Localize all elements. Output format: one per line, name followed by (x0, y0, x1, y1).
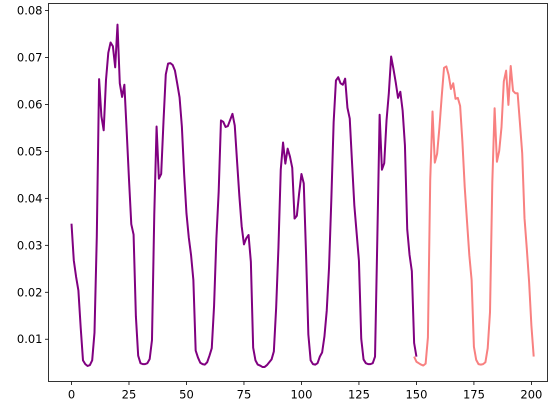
y-tick-label: 0.06 (17, 97, 43, 111)
x-tick-label: 50 (179, 388, 194, 402)
y-tick-label: 0.02 (17, 285, 43, 299)
x-tick-label: 125 (348, 388, 370, 402)
y-tick-label: 0.08 (17, 4, 43, 18)
plot-frame (48, 3, 548, 382)
x-tick-label: 100 (290, 388, 312, 402)
x-tick-label: 200 (520, 388, 542, 402)
x-tick-label: 25 (122, 388, 137, 402)
x-tick-label: 0 (68, 388, 75, 402)
x-tick-label: 150 (405, 388, 427, 402)
series-line-2 (413, 64, 535, 367)
x-tick-label: 75 (237, 388, 252, 402)
series-layer (70, 23, 535, 368)
y-tick-label: 0.04 (17, 191, 43, 205)
x-tick-label: 175 (463, 388, 485, 402)
y-tick-label: 0.03 (17, 238, 43, 252)
series-line-1 (70, 23, 418, 368)
y-tick-label: 0.01 (17, 332, 43, 346)
y-tick-label: 0.07 (17, 51, 43, 65)
y-axis-ticks: 0.01 0.02 0.03 0.04 0.05 0.06 0.07 0.08 (17, 4, 49, 346)
x-axis-ticks: 0 25 50 75 100 125 150 175 200 (68, 381, 542, 402)
y-tick-label: 0.05 (17, 144, 43, 158)
